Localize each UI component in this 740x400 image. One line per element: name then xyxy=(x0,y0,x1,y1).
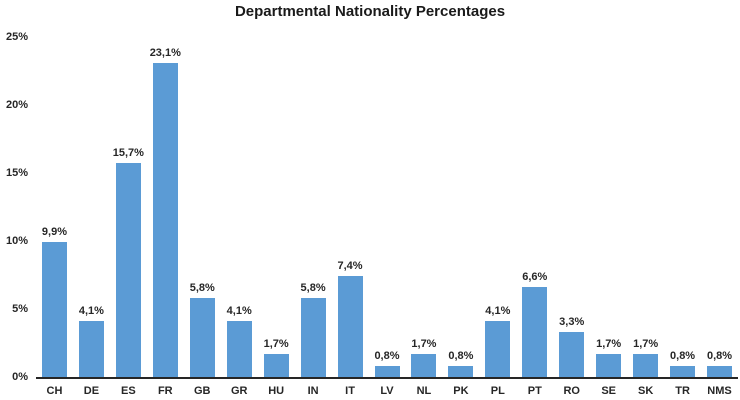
bar-value-label: 1,7% xyxy=(263,337,289,350)
bar-value-label: 7,4% xyxy=(337,260,363,273)
plot-area: 0% 5% 10% 15% 20% 25% 9,9% CH 4,1% DE 15,7% ES 23,1%… xyxy=(6,31,738,397)
bar-value-label: 1,7% xyxy=(596,337,622,350)
x-axis-category-label: RO xyxy=(563,385,580,397)
bar-nl xyxy=(411,353,437,377)
bar-value-label: 1,7% xyxy=(633,337,659,350)
bar-value-label: 6,6% xyxy=(522,271,548,284)
bar-value-label: 23,1% xyxy=(149,46,181,59)
y-axis-tick-label: 10% xyxy=(5,235,28,247)
x-axis-category-label: GR xyxy=(230,385,248,397)
bar-in xyxy=(300,298,326,377)
y-axis-tick-label: 5% xyxy=(12,303,28,315)
bar-value-label: 1,7% xyxy=(411,337,437,350)
x-axis-category-label: SK xyxy=(637,385,654,397)
bar-sk xyxy=(633,353,659,377)
y-axis-tick-label: 20% xyxy=(5,99,28,111)
x-axis-category-label: CH xyxy=(46,385,63,397)
bar-it xyxy=(337,276,363,377)
bar-pk xyxy=(448,366,474,377)
bar-ro xyxy=(559,332,585,377)
bar-pt xyxy=(522,287,548,377)
x-axis-category-label: IN xyxy=(307,385,319,397)
bar-value-label: 4,1% xyxy=(226,305,252,318)
bar-value-label: 4,1% xyxy=(485,305,511,318)
x-axis-category-label: PL xyxy=(490,385,505,397)
x-axis-category-label: FR xyxy=(157,385,173,397)
x-axis-category-label: HU xyxy=(268,385,285,397)
bar-value-label: 0,8% xyxy=(374,350,400,363)
bar-value-label: 3,3% xyxy=(559,316,585,329)
bar-hu xyxy=(263,353,289,377)
bar-nms xyxy=(707,366,733,377)
bar-gr xyxy=(226,321,252,377)
x-axis-category-label: GB xyxy=(194,385,211,397)
bar-tr xyxy=(670,366,696,377)
bar-value-label: 4,1% xyxy=(78,305,104,318)
x-axis-category-label: NMS xyxy=(707,385,732,397)
bar-pl xyxy=(485,321,511,377)
bar-value-label: 5,8% xyxy=(189,282,215,295)
bar-value-label: 9,9% xyxy=(41,226,67,239)
bar-ch xyxy=(41,242,67,377)
bar-value-label: 0,8% xyxy=(670,350,696,363)
x-axis-category-label: DE xyxy=(83,385,100,397)
bar-de xyxy=(78,321,104,377)
x-axis-category-label: PT xyxy=(527,385,542,397)
bar-fr xyxy=(152,62,178,377)
bar-value-label: 0,8% xyxy=(448,350,474,363)
bar-se xyxy=(596,353,622,377)
x-axis-category-label: LV xyxy=(380,385,394,397)
bar-lv xyxy=(374,366,400,377)
bar-gb xyxy=(189,298,215,377)
x-axis-category-label: TR xyxy=(675,385,690,397)
x-axis-category-label: IT xyxy=(345,385,355,397)
chart-title: Departmental Nationality Percentages xyxy=(234,3,506,20)
x-axis-category-label: SE xyxy=(601,385,617,397)
bar-es xyxy=(115,163,141,377)
bar-value-label: 0,8% xyxy=(706,350,733,363)
bar-value-label: 15,7% xyxy=(112,147,144,160)
x-axis-category-label: NL xyxy=(416,385,432,397)
x-axis-category-label: ES xyxy=(121,385,136,397)
y-axis-tick-label: 25% xyxy=(5,31,28,43)
x-axis-category-label: PK xyxy=(453,385,469,397)
y-axis-tick-label: 15% xyxy=(5,167,28,179)
y-axis-tick-label: 0% xyxy=(12,371,28,383)
bar-value-label: 5,8% xyxy=(300,282,326,295)
